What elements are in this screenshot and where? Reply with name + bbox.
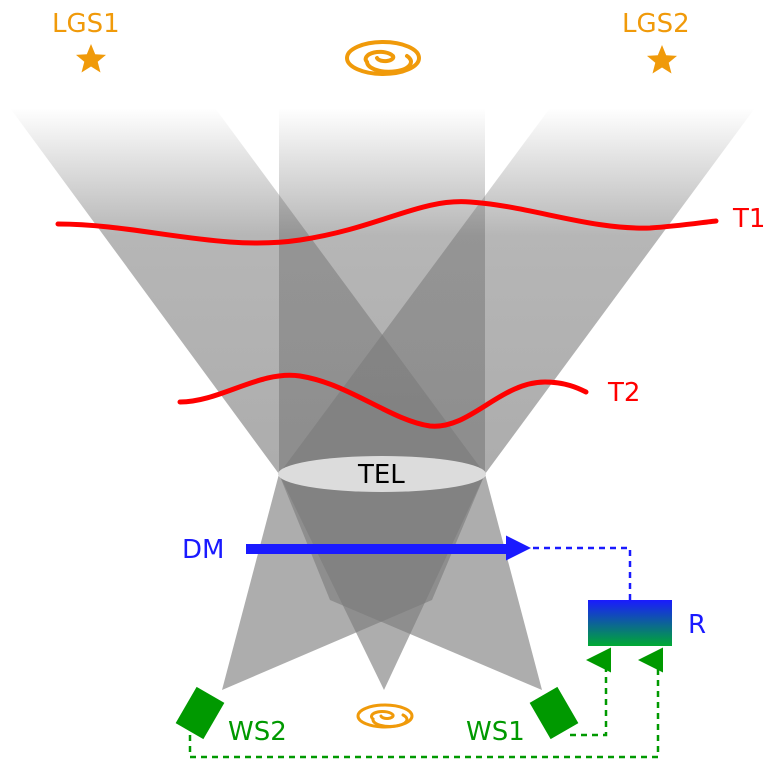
label-tel: TEL: [357, 460, 405, 490]
turbulence-layer-t2: [177, 372, 589, 429]
feedback-line: [506, 535, 632, 600]
label-ws1: WS1: [466, 717, 525, 747]
label-t1: T1: [732, 204, 765, 234]
wavefront-sensor-ws1: [529, 686, 579, 740]
galaxy-top-icon: [345, 40, 421, 76]
label-t2: T2: [607, 378, 640, 408]
reconstructor: [588, 600, 672, 646]
star-lgs2-icon: [647, 45, 677, 74]
label-ws2: WS2: [228, 717, 287, 747]
label-r: R: [688, 610, 706, 640]
label-lgs1: LGS1: [52, 9, 120, 39]
deformable-mirror: [246, 544, 516, 554]
beam-lower-ws1: [279, 474, 542, 690]
wavefront-sensor-ws2: [175, 686, 225, 740]
label-dm: DM: [182, 535, 224, 565]
beam-lgs2: [279, 108, 755, 474]
ws2-signal-line: [188, 647, 663, 759]
telescope: [278, 456, 486, 492]
star-lgs1-icon: [76, 44, 106, 73]
galaxy-bottom-icon: [356, 703, 414, 729]
label-lgs2: LGS2: [622, 9, 690, 39]
ws1-signal-line: [570, 647, 611, 737]
turbulence-layer-t1: [55, 199, 719, 246]
